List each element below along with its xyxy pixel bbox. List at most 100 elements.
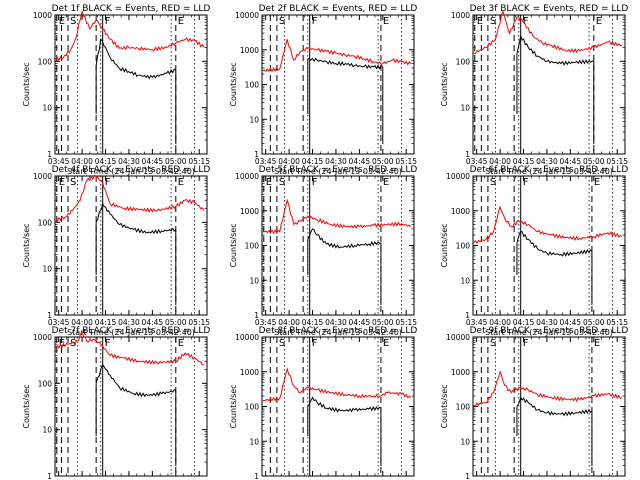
panel-title: Det 9f BLACK = Events, RED = LLD [470, 326, 629, 336]
y-tick-label: 1 [254, 311, 259, 320]
marker-label: E [178, 177, 184, 188]
y-tick-label: 100 [456, 57, 471, 66]
panel-title: Det 4f BLACK = Events, RED = LLD [52, 165, 211, 175]
y-axis-label: Counts/sec [22, 223, 31, 267]
y-tick-label: 1 [47, 472, 52, 480]
y-tick-label: 1000 [451, 368, 470, 377]
y-tick-label: 1000 [240, 207, 259, 216]
x-tick-label: 05:00 [165, 318, 187, 327]
plot-frame [472, 336, 626, 477]
marker-label: E [59, 338, 65, 349]
x-tick-label: 05:15 [188, 318, 210, 327]
events-series-line [95, 202, 177, 235]
marker-label: F [523, 177, 529, 188]
y-tick-label: 1 [254, 472, 259, 480]
y-tick-label: 100 [38, 379, 53, 388]
x-tick-label: 04:45 [142, 318, 164, 327]
marker-label: S [70, 16, 76, 27]
x-tick-label: 04:15 [513, 157, 535, 166]
y-tick-label: 1 [465, 311, 470, 320]
y-tick-label: 1 [47, 311, 52, 320]
marker-label: E [178, 338, 184, 349]
x-tick-label: 04:15 [302, 157, 324, 166]
x-tick-label: 04:45 [142, 157, 164, 166]
y-axis-label: Counts/sec [440, 62, 449, 106]
x-tick-label: 03:45 [255, 157, 277, 166]
x-tick-label: 04:15 [95, 157, 117, 166]
y-tick-label: 1 [47, 150, 52, 159]
x-tick-label: 03:45 [48, 318, 70, 327]
y-tick-label: 100 [456, 242, 471, 251]
panel-3: Det 3f BLACK = Events, RED = LLD 1 10 100 10… [440, 4, 628, 176]
y-tick-label: 1 [465, 472, 470, 480]
marker-label: E [178, 16, 184, 27]
y-tick-label: 100 [38, 57, 53, 66]
panel-title: Det 8f BLACK = Events, RED = LLD [259, 326, 418, 336]
marker-label: E [383, 16, 389, 27]
x-axis-label: Start Time (24-Jan-13 03:42:40) [485, 167, 613, 176]
lld-series-line [55, 11, 205, 62]
y-tick-label: 100 [245, 403, 260, 412]
marker-label: E [594, 177, 600, 188]
marker-label: F [105, 338, 111, 349]
marker-label: S [279, 177, 285, 188]
y-axis-label: Counts/sec [229, 62, 238, 106]
y-axis-label: Counts/sec [440, 384, 449, 428]
y-tick-label: 10 [249, 437, 259, 446]
marker-label: S [490, 16, 496, 27]
y-tick-label: 10000 [446, 333, 470, 342]
lld-series-line [262, 198, 412, 235]
y-tick-label: 10 [460, 276, 470, 285]
lld-series-line [473, 370, 623, 408]
x-tick-label: 04:00 [489, 318, 511, 327]
marker-label: E [266, 177, 272, 188]
x-tick-label: 04:45 [560, 318, 582, 327]
x-tick-label: 03:45 [466, 157, 488, 166]
y-axis-label: Counts/sec [440, 223, 449, 267]
x-tick-label: 05:00 [583, 318, 605, 327]
y-tick-label: 10 [249, 276, 259, 285]
panel-title: Det 5f BLACK = Events, RED = LLD [259, 165, 418, 175]
y-tick-label: 1000 [33, 172, 52, 181]
plot-frame [261, 336, 415, 477]
marker-label: E [59, 16, 65, 27]
x-axis-label: Start Time (24-Jan-13 03:42:40) [67, 167, 195, 176]
x-tick-label: 03:45 [255, 318, 277, 327]
y-tick-label: 1000 [33, 11, 52, 20]
marker-label: F [312, 177, 318, 188]
panel-title: Det 3f BLACK = Events, RED = LLD [470, 4, 629, 14]
lld-series-line [55, 330, 204, 366]
y-axis-label: Counts/sec [229, 223, 238, 267]
plot-frame [261, 14, 415, 155]
marker-label: F [105, 16, 111, 27]
marker-label: S [70, 338, 76, 349]
marker-label: E [59, 177, 65, 188]
y-axis-label: Counts/sec [229, 384, 238, 428]
marker-label: S [279, 338, 285, 349]
x-tick-label: 04:45 [349, 318, 371, 327]
plot-frame [54, 14, 208, 155]
panel-7: Det 7f BLACK = Events, RED = LLD 1 10 100 10… [22, 326, 210, 480]
x-axis-label: Start Time (24-Jan-13 03:42:40) [67, 328, 195, 337]
lld-series-line [473, 205, 623, 245]
x-tick-label: 04:00 [278, 318, 300, 327]
panel-2: Det 2f BLACK = Events, RED = LLD 1 10 100 10… [229, 4, 417, 176]
plot-frame [472, 175, 626, 316]
y-tick-label: 10000 [235, 11, 259, 20]
y-tick-label: 1000 [33, 333, 52, 342]
x-tick-label: 04:00 [71, 157, 93, 166]
y-tick-label: 100 [245, 81, 260, 90]
x-tick-label: 04:15 [95, 318, 117, 327]
x-tick-label: 04:30 [325, 157, 347, 166]
events-series-line [307, 396, 382, 413]
plot-frame [472, 14, 626, 155]
marker-label: E [383, 177, 389, 188]
events-series-line [516, 231, 593, 257]
y-tick-label: 10000 [235, 333, 259, 342]
plot-frame [54, 175, 208, 316]
marker-label: S [70, 177, 76, 188]
y-tick-label: 10000 [446, 172, 470, 181]
x-tick-label: 04:15 [302, 318, 324, 327]
x-tick-label: 04:30 [118, 157, 140, 166]
y-tick-label: 1000 [451, 11, 470, 20]
